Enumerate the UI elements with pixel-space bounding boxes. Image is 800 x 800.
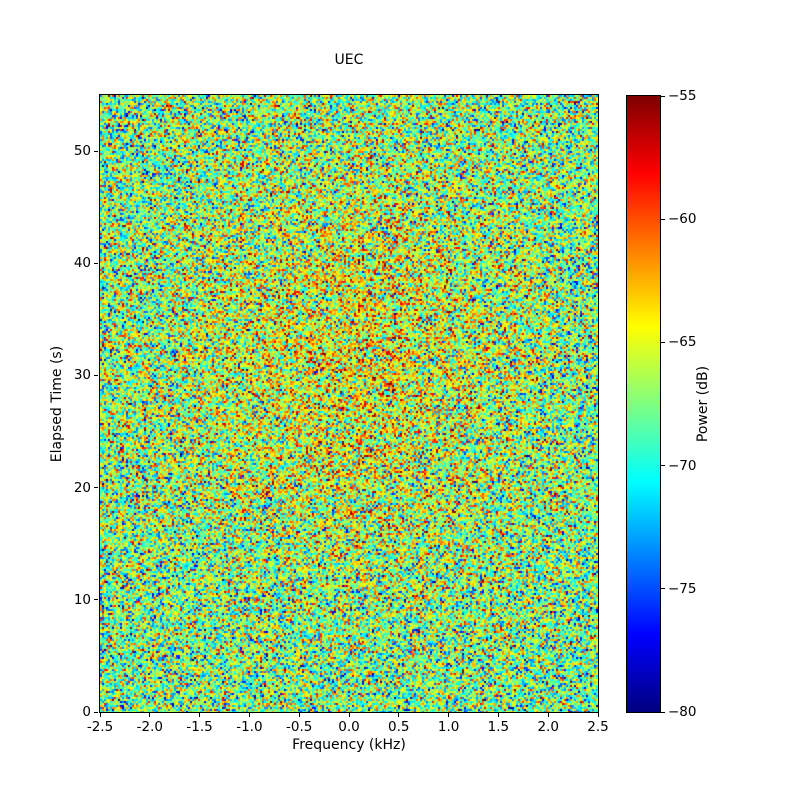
colorbar-tick-label: −65 <box>668 334 697 351</box>
y-tick-mark <box>94 262 98 264</box>
colorbar-tick-label: −75 <box>668 580 697 597</box>
y-axis-label: Elapsed Time (s) <box>49 345 65 463</box>
y-tick-mark <box>94 150 98 152</box>
x-tick-label: 2.0 <box>537 719 559 735</box>
colorbar-tick-mark <box>661 465 665 467</box>
colorbar-tick-label: −70 <box>668 457 697 474</box>
x-tick-mark <box>497 713 499 717</box>
y-tick-label: 50 <box>73 143 91 160</box>
y-tick-label: 10 <box>73 591 91 608</box>
x-tick-mark <box>99 713 101 717</box>
x-tick-label: 0.0 <box>338 719 360 735</box>
colorbar-tick-label: −55 <box>668 88 697 104</box>
x-tick-label: -1.0 <box>236 719 263 735</box>
x-axis-label: Frequency (kHz) <box>292 737 406 753</box>
spectrogram-heatmap <box>100 95 598 712</box>
colorbar-tick-mark <box>661 341 665 343</box>
y-tick-mark <box>94 599 98 601</box>
plot-area <box>99 94 599 713</box>
colorbar-label: Power (dB) <box>695 365 711 443</box>
y-tick-label: 20 <box>73 479 91 496</box>
y-tick-label: 40 <box>73 255 91 272</box>
colorbar-tick-mark <box>661 95 665 97</box>
colorbar <box>626 95 661 713</box>
x-tick-mark <box>248 713 250 717</box>
x-tick-label: 1.0 <box>437 719 460 735</box>
y-tick-mark <box>94 711 98 713</box>
x-tick-mark <box>547 713 549 717</box>
colorbar-tick-mark <box>661 218 665 220</box>
colorbar-tick-label: −80 <box>668 704 697 720</box>
y-tick-mark <box>94 487 98 489</box>
x-tick-mark <box>348 713 350 717</box>
x-tick-label: 1.5 <box>487 719 510 735</box>
y-tick-label: 30 <box>73 367 91 384</box>
x-tick-label: -1.5 <box>186 719 213 735</box>
x-tick-mark <box>398 713 400 717</box>
colorbar-tick-mark <box>661 588 665 590</box>
x-tick-mark <box>448 713 450 717</box>
x-tick-label: -2.5 <box>86 719 114 735</box>
x-tick-mark <box>298 713 300 717</box>
y-tick-label: 0 <box>82 704 91 720</box>
x-tick-mark <box>597 713 599 717</box>
plot-title: UEC <box>334 52 364 68</box>
colorbar-tick-mark <box>661 711 665 713</box>
x-tick-mark <box>199 713 201 717</box>
x-tick-label: -2.0 <box>136 719 163 735</box>
colorbar-tick-label: −60 <box>668 211 697 228</box>
x-tick-label: 2.5 <box>587 719 609 735</box>
x-tick-mark <box>149 713 151 717</box>
x-tick-label: -0.5 <box>286 719 313 735</box>
y-tick-mark <box>94 374 98 376</box>
colorbar-gradient <box>627 96 660 712</box>
x-tick-label: 0.5 <box>388 719 410 735</box>
